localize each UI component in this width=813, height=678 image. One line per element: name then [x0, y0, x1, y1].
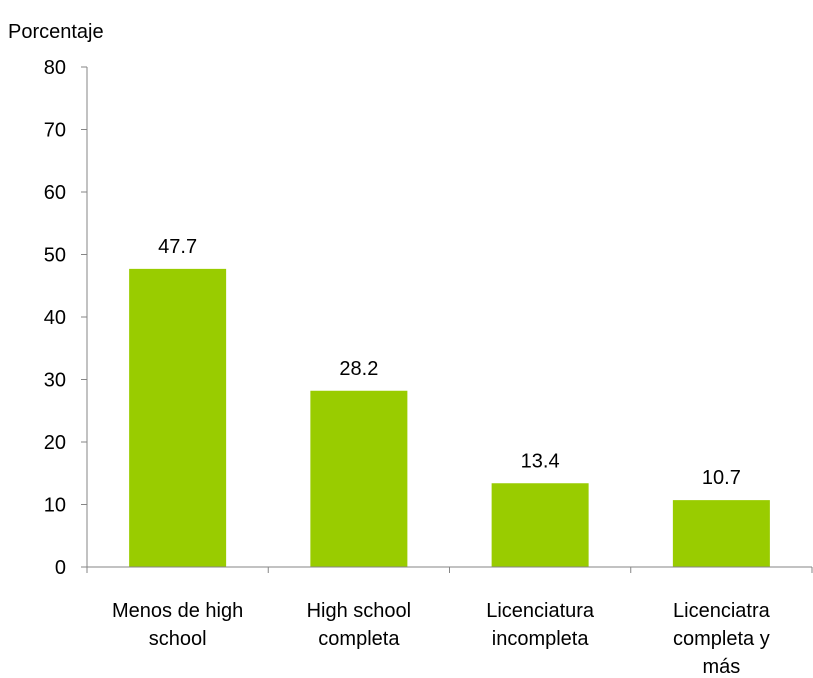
y-tick-label: 10 — [44, 495, 66, 517]
x-axis-labels: Menos de high school High school completa Li… — [86, 567, 813, 678]
x-category-label: Menos de high school — [112, 600, 243, 650]
bar — [310, 390, 408, 567]
bar-data-label: 28.2 — [339, 358, 378, 380]
x-category-label: Licenciatra completa y más — [673, 600, 771, 678]
bar-data-label: 10.7 — [702, 467, 741, 489]
y-tick-label: 0 — [55, 557, 66, 579]
y-tick-label: 80 — [44, 57, 66, 79]
bar-data-label: 47.7 — [158, 236, 197, 258]
y-tick-label: 60 — [44, 182, 66, 204]
bar-data-label: 13.4 — [521, 450, 560, 472]
bar — [129, 268, 227, 567]
y-tick-label: 70 — [44, 120, 66, 142]
y-axis-title: Porcentaje — [8, 21, 104, 43]
bar — [491, 483, 589, 567]
y-tick-label: 30 — [44, 370, 66, 392]
y-axis-ticks: 0 10 20 30 40 50 60 70 80 — [44, 57, 87, 579]
bar — [672, 500, 770, 567]
y-tick-label: 20 — [44, 432, 66, 454]
y-tick-label: 40 — [44, 307, 66, 329]
y-tick-label: 50 — [44, 245, 66, 267]
x-category-label: High school completa — [307, 600, 412, 650]
bars: 47.7 28.2 13.4 10.7 — [129, 236, 770, 567]
x-category-label: Licenciatura incompleta — [486, 600, 595, 650]
